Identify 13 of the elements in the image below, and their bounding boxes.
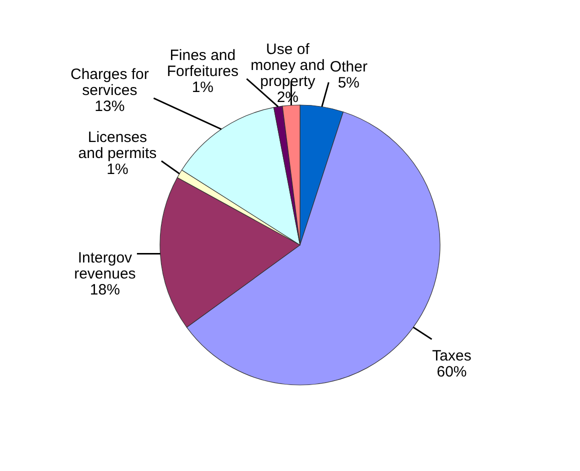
slice-label: Charges for services	[70, 66, 149, 100]
data-label: 18%	[90, 281, 120, 298]
slice-label: Taxes	[432, 347, 472, 364]
slice-label: Fines and Forfeitures	[166, 46, 239, 80]
data-label: 60%	[436, 363, 467, 380]
slice-label: Other	[330, 58, 368, 76]
slice-label: Use of money and property	[250, 41, 325, 90]
data-label: 1%	[192, 78, 214, 96]
slice-label: Licenses and permits	[78, 129, 157, 162]
data-label: 5%	[338, 74, 360, 92]
data-label: 1%	[106, 161, 128, 178]
data-label: 13%	[94, 98, 125, 116]
slice-label: Intergov revenues	[74, 249, 136, 282]
